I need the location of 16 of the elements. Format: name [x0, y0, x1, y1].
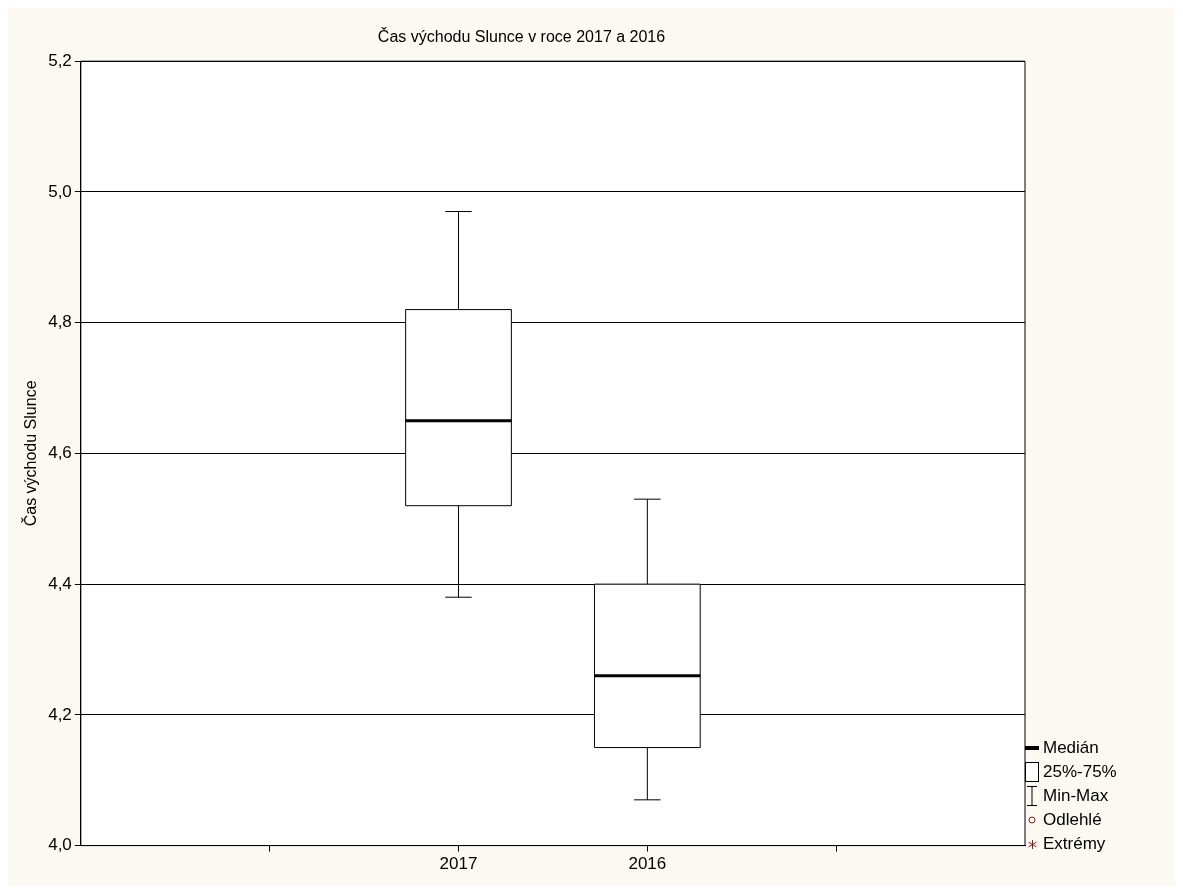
- y-tick-label: 5,0: [48, 181, 72, 201]
- chart-title: Čas východu Slunce v roce 2017 a 2016: [377, 27, 666, 46]
- y-tick-label: 4,0: [48, 835, 72, 855]
- text: Odlehlé: [1043, 810, 1102, 830]
- y-tick-label: 4,4: [48, 573, 72, 593]
- x-tick-label: 2016: [628, 854, 667, 874]
- text: Min-Max: [1043, 786, 1109, 806]
- x-tick-label: 2017: [439, 854, 478, 874]
- y-tick-label: 4,8: [48, 312, 72, 332]
- text: Medián: [1043, 738, 1099, 758]
- y-axis-title: Čas východu Slunce: [21, 380, 40, 527]
- text: Extrémy: [1043, 834, 1106, 854]
- y-tick-label: 4,6: [48, 443, 72, 463]
- text: 25%-75%: [1043, 762, 1117, 782]
- y-tick-label: 4,2: [48, 704, 72, 724]
- y-tick-label: 5,2: [48, 50, 72, 70]
